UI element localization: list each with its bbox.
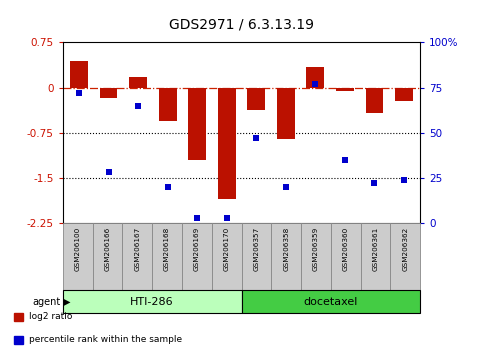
Point [75, 90, 83, 96]
Bar [277, 88, 295, 139]
Text: percentile rank within the sample: percentile rank within the sample [29, 335, 182, 344]
Text: GDS2971 / 6.3.13.19: GDS2971 / 6.3.13.19 [169, 18, 314, 32]
Bar [159, 88, 176, 121]
Point [253, 135, 260, 141]
Text: GSM206167: GSM206167 [134, 227, 140, 271]
Bar [366, 88, 384, 113]
Bar [395, 88, 413, 101]
Text: GSM206169: GSM206169 [194, 227, 200, 271]
Point [370, 181, 378, 186]
Point [105, 170, 113, 175]
Text: GSM206357: GSM206357 [254, 227, 259, 271]
Bar [188, 88, 206, 160]
Text: docetaxel: docetaxel [304, 297, 358, 307]
Point [134, 103, 142, 108]
Text: GSM206361: GSM206361 [372, 227, 379, 271]
Point [341, 157, 349, 163]
Text: ▶: ▶ [63, 297, 71, 307]
Point [164, 184, 171, 190]
Bar [70, 61, 88, 88]
Bar [336, 88, 354, 91]
Text: GSM206360: GSM206360 [343, 227, 349, 271]
Point [400, 177, 408, 183]
Bar [307, 67, 324, 88]
Text: GSM206170: GSM206170 [224, 227, 229, 271]
Text: GSM206166: GSM206166 [104, 227, 111, 271]
Bar [99, 88, 117, 98]
Bar [247, 88, 265, 110]
Text: GSM206359: GSM206359 [313, 227, 319, 271]
Text: GSM206100: GSM206100 [75, 227, 81, 271]
Point [223, 215, 230, 221]
Point [282, 184, 290, 190]
Text: GSM206362: GSM206362 [402, 227, 408, 271]
Text: GSM206168: GSM206168 [164, 227, 170, 271]
Text: agent: agent [32, 297, 60, 307]
Bar [129, 78, 147, 88]
Text: GSM206358: GSM206358 [283, 227, 289, 271]
Text: HTI-286: HTI-286 [130, 297, 174, 307]
Bar [218, 88, 236, 199]
Point [312, 81, 319, 87]
Text: log2 ratio: log2 ratio [29, 312, 72, 321]
Point [193, 215, 201, 221]
